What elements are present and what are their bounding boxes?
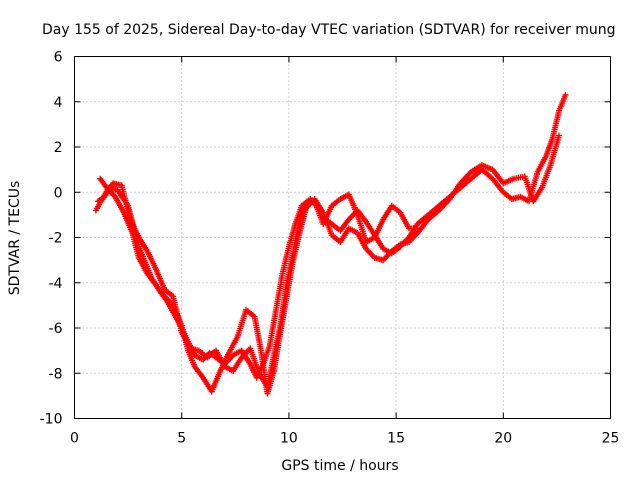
y-tick-label: 2 [54,140,63,156]
y-tick-label: -8 [49,366,63,382]
y-axis-label: SDTVAR / TECUs [7,181,23,296]
x-tick-label: 25 [602,431,620,447]
y-tick-label: -10 [40,412,63,428]
series-track-b [97,132,562,397]
series-track-c [95,180,421,390]
tick-labels: 0 5 10 15 20 25 -10 -8 -6 -4 -2 0 2 4 6 [40,50,620,447]
y-tick-label: -2 [49,231,63,247]
x-tick-label: 0 [70,431,79,447]
data-marker [556,132,562,139]
y-tick-label: 0 [54,185,63,201]
chart-title: Day 155 of 2025, Sidereal Day-to-day VTE… [42,22,616,38]
x-tick-label: 15 [387,431,405,447]
y-tick-label: 4 [54,95,63,111]
y-tick-label: -6 [49,321,63,337]
data-marker [562,92,569,98]
x-tick-label: 5 [177,431,186,447]
axis-ticks [74,56,611,419]
y-tick-label: 6 [54,50,63,66]
x-tick-label: 10 [280,431,298,447]
x-tick-label: 20 [494,431,512,447]
y-tick-label: -4 [49,276,63,292]
x-axis-label: GPS time / hours [281,458,398,474]
data-marker [414,225,421,232]
data-markers [92,92,569,397]
